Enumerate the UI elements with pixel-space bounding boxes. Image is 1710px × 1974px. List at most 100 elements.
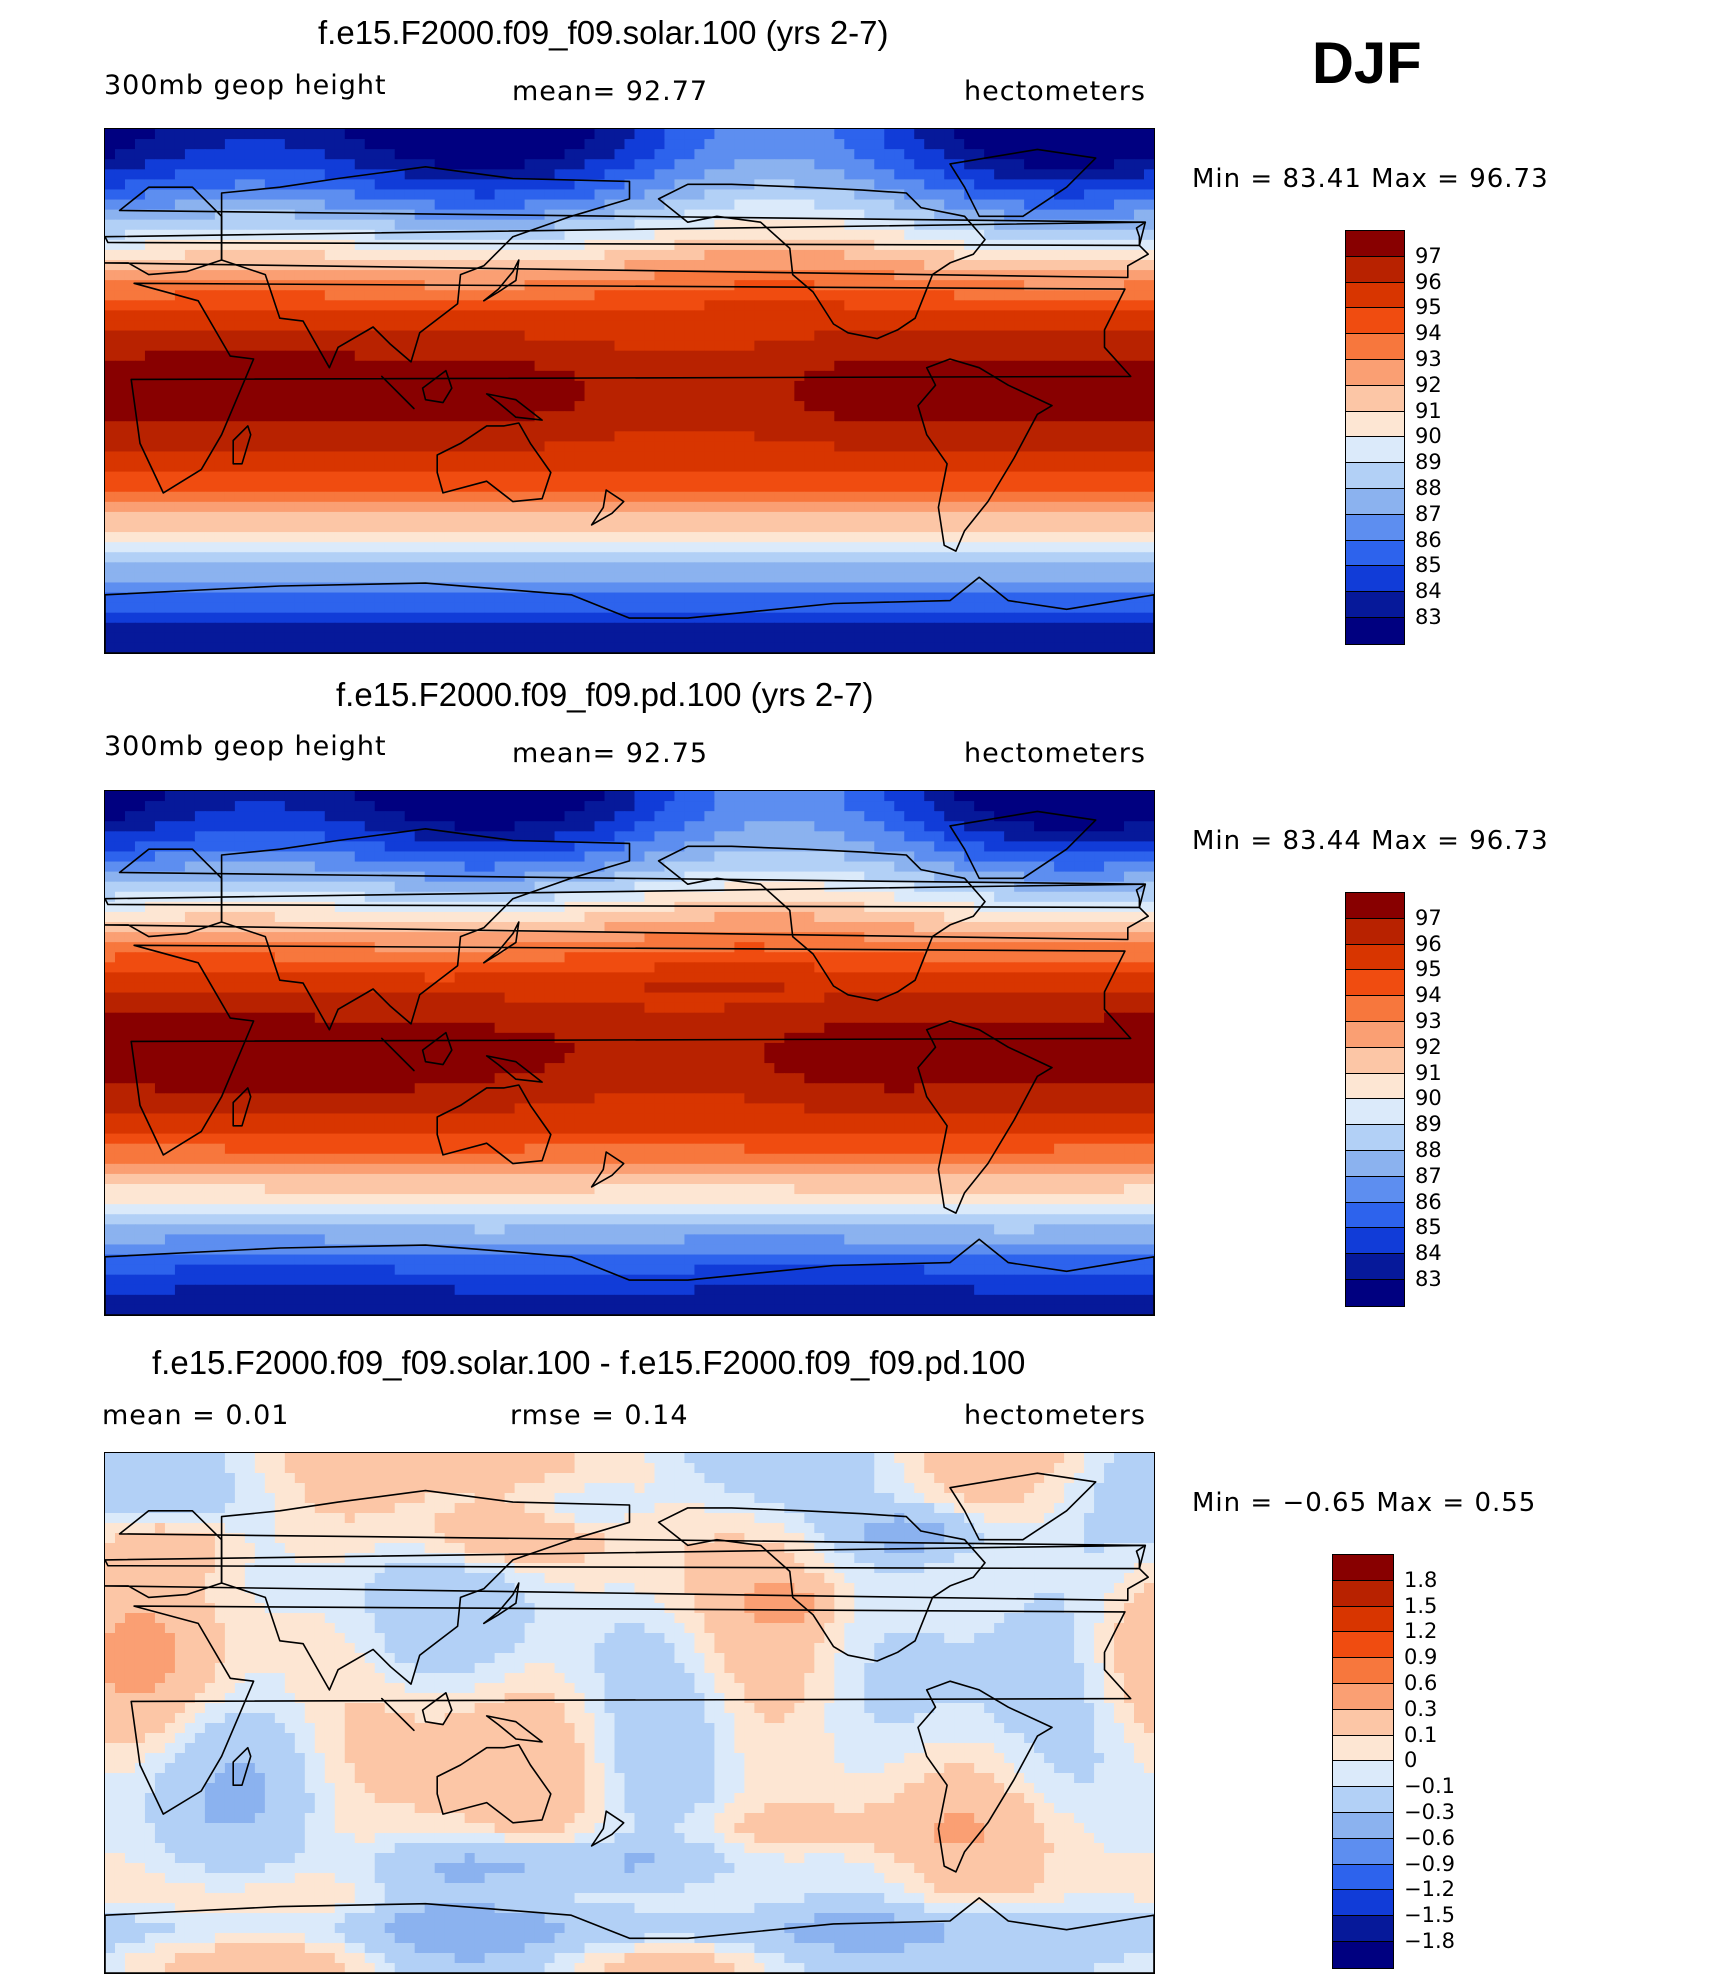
colorbar-tick-label: 93 xyxy=(1415,347,1442,371)
colorbar-swatch xyxy=(1346,308,1404,335)
panel-3-title: f.e15.F2000.f09_f09.solar.100 - f.e15.F2… xyxy=(152,1344,1026,1381)
colorbar-tick-label: 1.2 xyxy=(1404,1619,1438,1644)
colorbar-swatch xyxy=(1346,1047,1404,1074)
colorbar-swatch xyxy=(1346,231,1404,257)
colorbar-swatch xyxy=(1333,1916,1393,1942)
panel-2-map xyxy=(104,790,1155,1316)
colorbar-swatch xyxy=(1346,1150,1404,1177)
panel-1-units: hectometers xyxy=(964,76,1146,107)
colorbar-tick-label: 97 xyxy=(1415,905,1442,930)
panel-3-minmax: Min = −0.65 Max = 0.55 xyxy=(1192,1488,1537,1518)
colorbar-tick-label: 97 xyxy=(1415,243,1442,268)
colorbar-tick-label: 88 xyxy=(1415,1138,1442,1162)
colorbar-tick-label: 85 xyxy=(1415,1215,1442,1240)
colorbar-tick-label: −0.3 xyxy=(1404,1800,1455,1824)
colorbar-tick-label: −0.6 xyxy=(1404,1825,1455,1850)
colorbar-swatch xyxy=(1346,918,1404,945)
colorbar-tick-label: 94 xyxy=(1415,321,1442,346)
colorbar-tick-label: 88 xyxy=(1415,476,1442,500)
colorbar-tick-label: 1.8 xyxy=(1404,1567,1438,1592)
panel-3-units: hectometers xyxy=(964,1400,1146,1431)
colorbar-swatch xyxy=(1346,282,1404,309)
colorbar-swatch xyxy=(1346,385,1404,412)
colorbar-tick-label: 94 xyxy=(1415,983,1442,1008)
panel-2-title: f.e15.F2000.f09_f09.pd.100 (yrs 2-7) xyxy=(336,676,874,713)
colorbar-tick-label: 91 xyxy=(1415,398,1442,423)
colorbar-tick-label: 92 xyxy=(1415,372,1442,397)
colorbar-swatch xyxy=(1346,540,1404,567)
colorbar-tick-label: 85 xyxy=(1415,553,1442,578)
colorbar-swatch xyxy=(1333,1787,1393,1813)
colorbar-tick-label: 0.9 xyxy=(1404,1645,1438,1670)
colorbar-tick-label: 83 xyxy=(1415,1267,1442,1291)
colorbar-swatch xyxy=(1346,617,1404,644)
colorbar-swatch xyxy=(1333,1683,1393,1710)
colorbar-tick-label: 84 xyxy=(1415,579,1442,604)
panel-1-colorbar: 97 96 95 94 93 92 91 90 89 88 87 86 85 84 83 xyxy=(1345,230,1442,645)
colorbar-swatch xyxy=(1346,592,1404,618)
colorbar-tick-label: 89 xyxy=(1415,450,1442,475)
panel-3-map xyxy=(104,1452,1155,1974)
panel-2-minmax: Min = 83.44 Max = 96.73 xyxy=(1192,826,1549,856)
colorbar-swatch xyxy=(1346,996,1404,1022)
colorbar-swatch xyxy=(1333,1580,1393,1607)
colorbar-swatch xyxy=(1346,463,1404,489)
coastlines xyxy=(105,1472,1154,1973)
colorbar-tick-label: −0.1 xyxy=(1404,1774,1455,1799)
colorbar-swatches xyxy=(1345,230,1405,645)
colorbar-tick-label: 0 xyxy=(1404,1748,1418,1773)
contour-fill xyxy=(105,1453,1154,1973)
colorbar-tick-label: 83 xyxy=(1415,605,1442,629)
panel-3-rmse: rmse = 0.14 xyxy=(510,1400,689,1431)
panel-2-mean: mean= 92.75 xyxy=(512,738,709,769)
colorbar-swatch xyxy=(1346,970,1404,997)
colorbar-swatch xyxy=(1346,437,1404,464)
panel-2-units: hectometers xyxy=(964,738,1146,769)
colorbar-tick-label: 1.5 xyxy=(1404,1593,1438,1618)
colorbar-swatch xyxy=(1333,1606,1393,1633)
colorbar-tick-label: 89 xyxy=(1415,1112,1442,1137)
colorbar-swatch xyxy=(1346,514,1404,541)
colorbar-tick-label: −0.9 xyxy=(1404,1851,1455,1876)
colorbar-swatch xyxy=(1346,488,1404,515)
panel-1-title: f.e15.F2000.f09_f09.solar.100 (yrs 2-7) xyxy=(318,14,889,51)
coastlines xyxy=(105,810,1154,1315)
coastlines xyxy=(105,148,1154,653)
colorbar-swatch xyxy=(1346,1228,1404,1255)
colorbar-tick-label: 96 xyxy=(1415,269,1442,294)
colorbar-swatch xyxy=(1333,1761,1393,1788)
colorbar-swatches xyxy=(1345,892,1405,1307)
colorbar-tick-label: 95 xyxy=(1415,957,1442,982)
colorbar-tick-label: 86 xyxy=(1415,1189,1442,1214)
colorbar-swatch xyxy=(1346,1021,1404,1048)
colorbar-tick-label: 0.3 xyxy=(1404,1696,1438,1721)
colorbar-tick-label: −1.8 xyxy=(1404,1929,1455,1953)
colorbar-tick-label: 95 xyxy=(1415,295,1442,320)
colorbar-swatch xyxy=(1346,1099,1404,1126)
colorbar-swatch xyxy=(1333,1890,1393,1917)
contour-fill xyxy=(105,129,1154,653)
colorbar-swatch xyxy=(1346,359,1404,386)
panel-1-contour-map xyxy=(105,129,1154,653)
panel-1-minmax: Min = 83.41 Max = 96.73 xyxy=(1192,164,1549,194)
colorbar-swatch xyxy=(1346,566,1404,593)
colorbar-swatch xyxy=(1346,1073,1404,1100)
panel-2-contour-map xyxy=(105,791,1154,1315)
colorbar-swatch xyxy=(1346,334,1404,360)
colorbar-swatch xyxy=(1346,1176,1404,1203)
colorbar-swatch xyxy=(1333,1838,1393,1865)
colorbar-swatch xyxy=(1346,411,1404,438)
colorbar-swatch xyxy=(1333,1812,1393,1839)
colorbar-tick-label: 86 xyxy=(1415,527,1442,552)
colorbar-swatch xyxy=(1346,1125,1404,1151)
colorbar-tick-label: 90 xyxy=(1415,424,1442,449)
contour-fill xyxy=(105,791,1154,1315)
panel-1-mean: mean= 92.77 xyxy=(512,76,709,107)
colorbar-tick-label: 87 xyxy=(1415,501,1442,526)
colorbar-swatch xyxy=(1346,944,1404,971)
panel-1-map xyxy=(104,128,1155,654)
panel-3-colorbar: 1.8 1.5 1.2 0.9 0.6 0.3 0.1 0 −0.1 −0.3 −0.6 −0.9 −1… xyxy=(1332,1554,1455,1969)
colorbar-tick-label: 93 xyxy=(1415,1009,1442,1033)
colorbar-tick-label: 84 xyxy=(1415,1241,1442,1266)
panel-2-variable-label: 300mb geop height xyxy=(104,731,387,762)
